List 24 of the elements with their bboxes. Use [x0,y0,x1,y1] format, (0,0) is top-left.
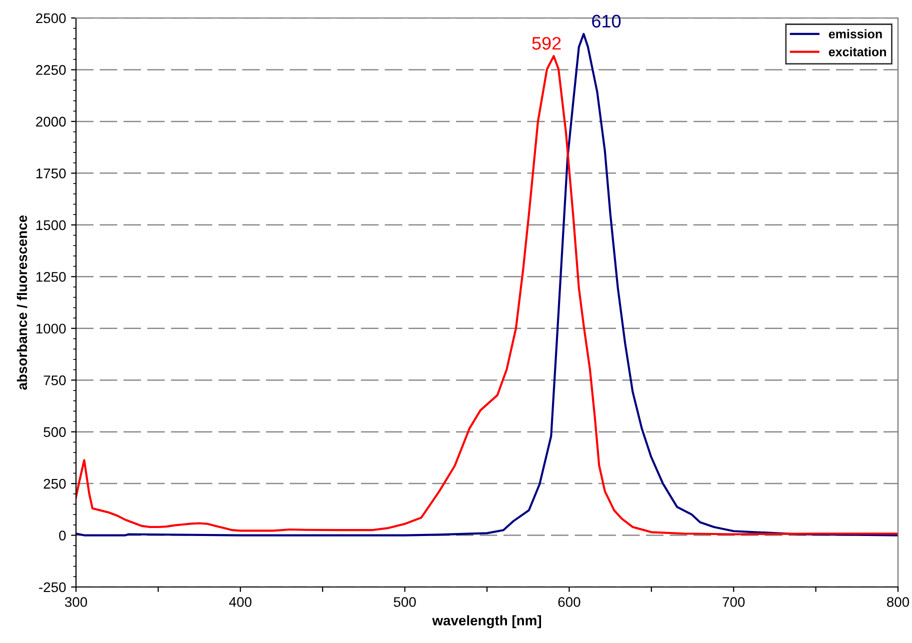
annotation: 610 [592,14,621,28]
x-tick-label: 300 [64,597,88,607]
y-tick-label: 2500 [36,13,66,24]
y-tick-label: 750 [44,375,66,386]
x-tick-label: 600 [558,597,580,607]
x-axis-title: wavelength [nm] [432,615,542,628]
y-tick-label: -250 [39,582,66,592]
y-tick-label: 500 [44,427,66,437]
y-tick-label: 1250 [36,272,66,282]
x-tick-label: 500 [394,597,416,607]
x-tick-label: 400 [229,597,252,607]
y-tick-label: 2250 [36,65,66,75]
y-axis-title: absorbance / fluorescence [16,215,28,390]
x-tick-label: 700 [722,597,745,607]
y-tick-label: 1750 [36,168,66,178]
y-tick-label: 0 [59,530,66,540]
x-tick-label: 800 [887,597,910,607]
annotation: 592 [532,36,561,50]
y-tick-label: 2000 [36,116,66,127]
y-tick-label: 250 [44,478,66,489]
y-tick-label: 1000 [36,324,66,334]
legend-label: excitation [828,47,886,56]
y-tick-label: 1500 [36,220,66,230]
legend-label: emission [828,29,882,38]
